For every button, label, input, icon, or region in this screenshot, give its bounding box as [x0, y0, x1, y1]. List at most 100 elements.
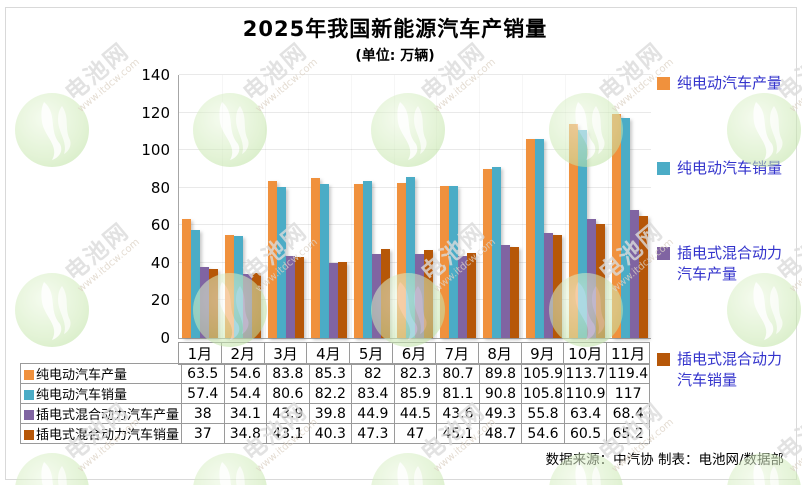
bar [286, 255, 296, 338]
bar-group [608, 75, 651, 338]
month-header-cell: 1月 [178, 342, 222, 365]
value-cell: 85.9 [393, 383, 438, 404]
bar [234, 235, 244, 338]
value-cell: 34.8 [223, 423, 268, 444]
bar [586, 218, 596, 338]
bar [182, 218, 192, 338]
gridline [179, 186, 651, 188]
value-cell: 110.9 [563, 383, 608, 404]
table-row: 插电式混合动力汽车产量 38 34.1 43.9 39.8 44.9 44.5 43.6 49.… [20, 403, 650, 424]
bar [577, 129, 587, 338]
legend-item-label: 插电式混合动力 汽车销量 [677, 350, 783, 389]
legend-swatch-icon [657, 77, 670, 90]
series-label-cell: 纯电动汽车销量 [20, 383, 182, 404]
legend-swatch-icon [657, 247, 670, 260]
value-cell: 55.8 [521, 403, 565, 424]
table-row: 纯电动汽车销量 57.4 54.4 80.6 82.2 83.4 85.9 81.1 90.8 1… [20, 383, 650, 404]
month-header-cell: 9月 [520, 342, 565, 365]
bar [200, 266, 210, 338]
source-note: 数据来源：中汽协 制表：电池网/数据部 [545, 452, 784, 468]
bar [611, 113, 621, 338]
value-cell: 49.3 [478, 403, 523, 424]
bar [338, 262, 348, 338]
series-swatch-icon [24, 390, 34, 400]
bar [372, 253, 382, 338]
month-header-cell: 8月 [477, 342, 522, 365]
bar [439, 186, 449, 338]
series-label-cell: 插电式混合动力汽车产量 [20, 403, 182, 424]
bar [381, 249, 391, 338]
bar-group [394, 75, 437, 338]
value-cell: 54.6 [223, 363, 268, 384]
bar [466, 253, 476, 338]
bar [500, 245, 510, 338]
bar [277, 186, 287, 338]
value-cell: 45.1 [436, 423, 480, 444]
value-cell: 65.2 [606, 423, 650, 444]
bar-group [436, 75, 479, 338]
y-axis-label: 140 [141, 66, 170, 84]
bar [482, 169, 492, 338]
value-cell: 43.9 [266, 403, 310, 424]
bar [225, 235, 235, 338]
gridline [179, 224, 651, 226]
y-axis-label: 120 [141, 103, 170, 122]
bar [448, 185, 458, 338]
watermark-globe-icon [14, 92, 90, 168]
bar-groups [179, 75, 651, 338]
value-cell: 82.3 [393, 363, 438, 384]
bar [329, 263, 339, 338]
y-axis-label: 80 [150, 178, 170, 197]
value-cell: 44.9 [351, 403, 395, 424]
series-label-cell: 纯电动汽车产量 [20, 363, 182, 384]
bar [191, 230, 201, 338]
value-cell: 80.7 [436, 363, 480, 384]
plot-area [178, 74, 651, 339]
value-cell: 47 [393, 423, 438, 444]
month-header-cell: 11月 [606, 342, 650, 365]
value-cell: 90.8 [478, 383, 523, 404]
watermark-globe-icon [14, 272, 90, 348]
bar-group [222, 75, 265, 338]
value-cell: 60.5 [563, 423, 608, 444]
value-cell: 63.4 [563, 403, 608, 424]
bar [534, 139, 544, 338]
y-axis-label: 60 [150, 216, 170, 235]
value-cell: 68.4 [606, 403, 650, 424]
bar [543, 233, 553, 338]
legend-item-label: 纯电动汽车销量 [677, 159, 783, 177]
table-row: 插电式混合动力汽车销量 37 34.8 43.1 40.3 47.3 47 45.1 48.7 5… [20, 423, 650, 444]
value-cell: 38 [181, 403, 225, 424]
bar [629, 209, 639, 338]
bar [509, 246, 519, 338]
value-cell: 54.4 [223, 383, 268, 404]
value-cell: 54.6 [521, 423, 565, 444]
watermark-globe-icon [192, 452, 268, 485]
legend-item: 插电式混合动力 汽车销量 [657, 349, 799, 391]
watermark-globe-icon [370, 452, 446, 485]
value-cell: 83.8 [266, 363, 310, 384]
value-cell: 82.2 [308, 383, 353, 404]
value-cell: 113.7 [563, 363, 608, 384]
bar-group [479, 75, 522, 338]
value-cell: 39.8 [308, 403, 353, 424]
bar-group [522, 75, 565, 338]
legend: 纯电动汽车产量 纯电动汽车销量 插电式混合动力 汽车产量 插电式混合动力 汽车销量 [657, 73, 799, 391]
bar [209, 268, 219, 338]
bar [414, 254, 424, 338]
bar [405, 176, 415, 338]
month-header-cell: 3月 [263, 342, 308, 365]
bar [311, 177, 321, 338]
y-axis-label: 0 [160, 329, 170, 347]
bar [363, 181, 373, 338]
legend-swatch-icon [657, 353, 670, 366]
table-row: 纯电动汽车产量 63.5 54.6 83.8 85.3 82 82.3 80.7 89.8 105… [20, 363, 650, 384]
value-cell: 85.3 [308, 363, 353, 384]
value-cell: 89.8 [478, 363, 523, 384]
value-cell: 40.3 [308, 423, 353, 444]
bar [595, 224, 605, 338]
bar [396, 183, 406, 338]
series-swatch-icon [24, 430, 34, 440]
chart-subtitle: (单位: 万辆) [355, 48, 435, 64]
legend-swatch-icon [657, 162, 670, 175]
